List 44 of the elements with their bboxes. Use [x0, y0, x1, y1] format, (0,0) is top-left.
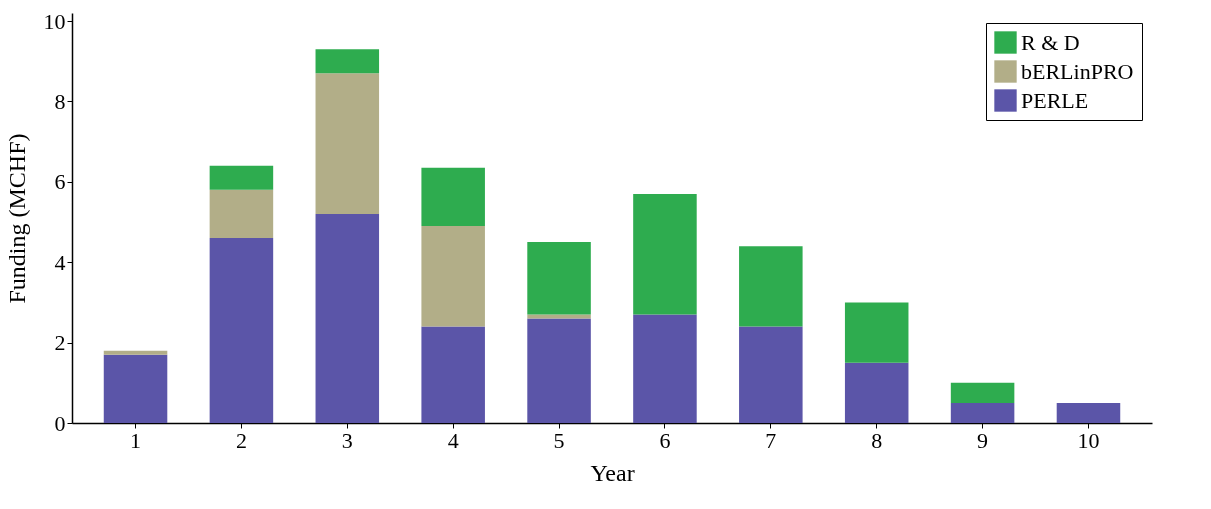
bar	[421, 326, 485, 423]
bar	[103, 350, 168, 355]
x-tick-label: 10	[1077, 427, 1100, 453]
bar	[209, 238, 274, 423]
bar	[950, 382, 1015, 403]
y-tick-label: 10	[43, 8, 66, 34]
y-tick-label: 4	[54, 249, 66, 275]
x-axis-title: Year	[590, 459, 635, 486]
bar	[527, 314, 591, 319]
bar	[315, 49, 380, 74]
bar	[209, 189, 274, 239]
bar	[421, 167, 485, 227]
y-tick-label: 6	[54, 169, 66, 195]
legend-label: bERLinPRO	[1021, 58, 1134, 84]
bar	[103, 354, 168, 423]
bar	[315, 73, 380, 214]
bar	[527, 318, 591, 423]
y-tick-label: 0	[54, 410, 66, 436]
bar	[1056, 402, 1121, 423]
bar	[633, 314, 697, 423]
y-tick-label: 2	[54, 330, 66, 356]
bar	[315, 213, 380, 423]
x-tick-label: 3	[341, 427, 353, 453]
y-axis-title: Funding (MCHF)	[3, 133, 30, 304]
x-tick-label: 4	[447, 427, 459, 453]
bar	[209, 165, 274, 190]
bar	[844, 302, 909, 363]
x-tick-label: 6	[659, 427, 671, 453]
bar	[739, 326, 803, 423]
x-tick-label: 1	[130, 427, 142, 453]
bar	[421, 226, 485, 327]
x-tick-label: 2	[235, 427, 247, 453]
x-tick-label: 9	[977, 427, 989, 453]
legend-label: R & D	[1021, 29, 1080, 55]
x-tick-label: 5	[553, 427, 565, 453]
bar	[633, 193, 697, 315]
legend-label: PERLE	[1021, 87, 1089, 113]
bar	[844, 362, 909, 423]
bar	[527, 242, 591, 315]
bar	[739, 246, 803, 327]
x-tick-label: 7	[765, 427, 777, 453]
y-tick-label: 8	[54, 88, 66, 114]
bar	[950, 402, 1015, 423]
x-tick-label: 8	[871, 427, 883, 453]
